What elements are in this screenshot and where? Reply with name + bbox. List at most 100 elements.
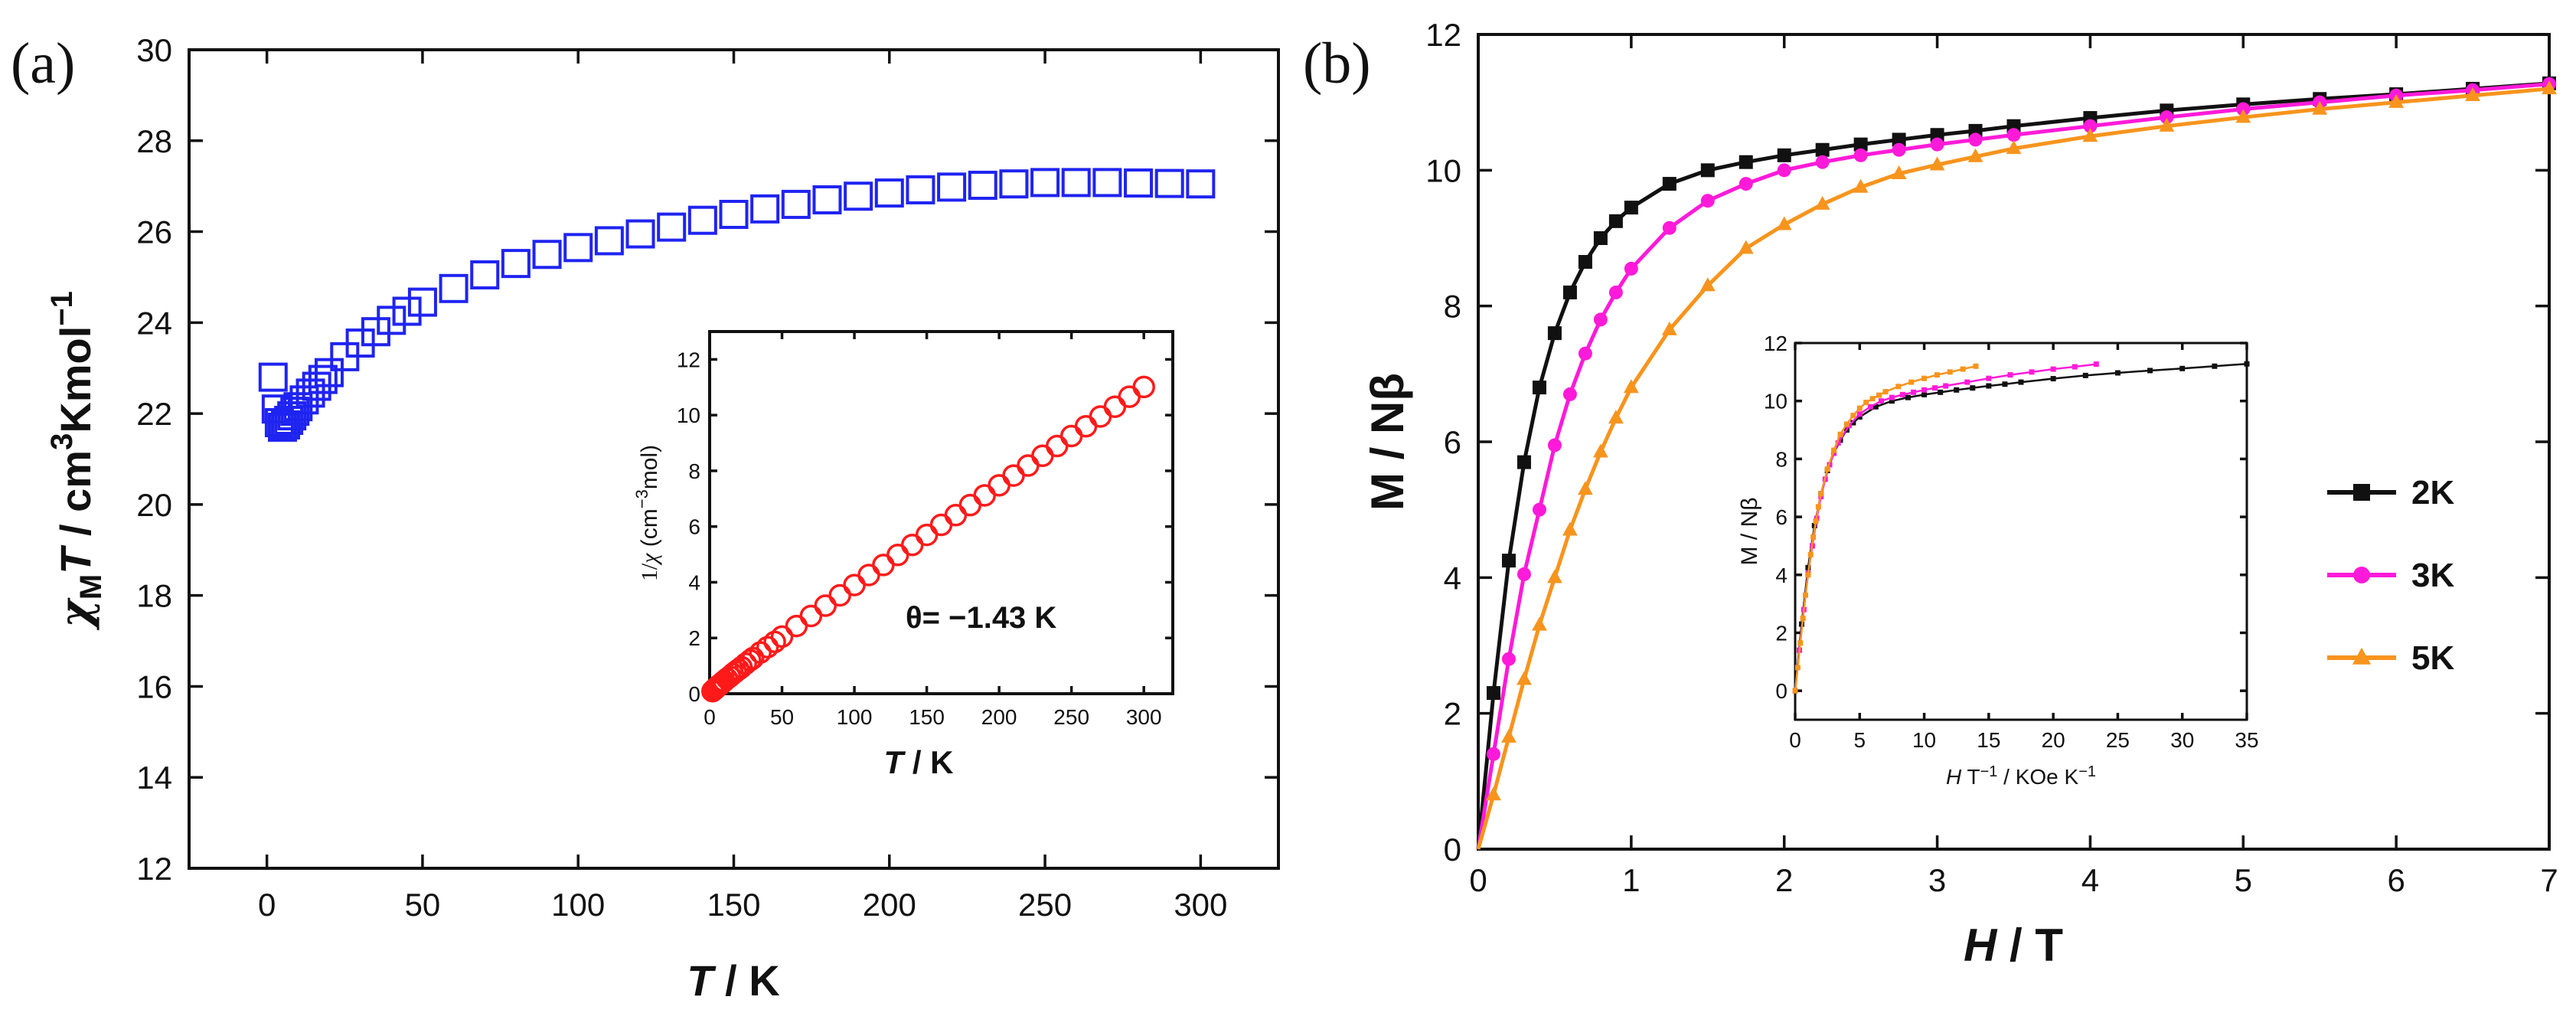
series-point-5K bbox=[1814, 195, 1830, 210]
series-point-2K bbox=[1777, 148, 1791, 162]
series-point-3K bbox=[1700, 194, 1715, 208]
series-point-3K bbox=[1593, 312, 1608, 327]
panel-b-x-tick-label: 5 bbox=[2235, 862, 2252, 898]
inset-series-point-5K bbox=[1973, 363, 1979, 369]
inset-series-point-5K bbox=[1807, 551, 1814, 557]
series-point-3K bbox=[1517, 567, 1531, 581]
series-point-5K bbox=[1623, 379, 1639, 394]
panel-a-y-tick-label: 16 bbox=[136, 668, 172, 704]
legend-label-2K: 2K bbox=[2411, 474, 2454, 511]
chi-t-point bbox=[812, 185, 842, 214]
series-point-3K bbox=[2006, 128, 2021, 142]
panel-a-y-tick-label: 20 bbox=[136, 487, 172, 523]
inset-series-point-5K bbox=[1792, 688, 1798, 694]
chi-t-point bbox=[563, 233, 593, 263]
panel-b-inset-y-tick-label: 4 bbox=[1775, 564, 1788, 587]
series-point-2K bbox=[1608, 214, 1623, 228]
chi-t-point bbox=[937, 172, 967, 202]
series-point-5K bbox=[1562, 521, 1578, 536]
series-point-2K bbox=[1662, 177, 1677, 191]
chi-t-point bbox=[532, 240, 562, 270]
panel-a-y-tick-label: 26 bbox=[136, 214, 172, 250]
inset-series-line-5K bbox=[1794, 365, 1977, 691]
panel-a-x-tick-label: 100 bbox=[551, 887, 605, 923]
series-point-5K bbox=[1929, 156, 1945, 171]
chi-t-point bbox=[719, 199, 749, 229]
panel-a-y-axis-title: χMT / cm3Kmol−1 bbox=[45, 291, 108, 631]
inset-series-point-2K bbox=[1872, 404, 1879, 410]
inset-series-point-5K bbox=[1843, 421, 1850, 427]
legend-marker-5K bbox=[2352, 647, 2372, 665]
series-point-5K bbox=[2235, 109, 2251, 123]
inset-series-point-3K bbox=[1899, 391, 1905, 397]
inset-series-point-2K bbox=[2179, 365, 2186, 371]
series-point-3K bbox=[1892, 142, 1906, 157]
inset-series-point-5K bbox=[1818, 491, 1824, 497]
legend-marker-3K bbox=[2353, 567, 2370, 583]
chi-t-point bbox=[361, 317, 390, 347]
panel-a-y-tick-label: 30 bbox=[136, 32, 172, 68]
panel-b-inset-x-tick-label: 25 bbox=[2106, 728, 2130, 752]
series-point-5K bbox=[1486, 786, 1501, 801]
series-point-5K bbox=[1853, 178, 1869, 193]
chi-t-point bbox=[687, 205, 717, 235]
panel-a-inset-x-axis-title: T / K bbox=[884, 744, 954, 780]
inset-series-point-2K bbox=[1889, 398, 1895, 404]
series-point-3K bbox=[1853, 148, 1868, 162]
panel-b-y-tick-label: 2 bbox=[1444, 696, 1461, 732]
inset-series-point-2K bbox=[1970, 385, 1976, 391]
inset-series-point-3K bbox=[1921, 387, 1928, 393]
series-point-2K bbox=[1853, 137, 1868, 152]
series-point-2K bbox=[1593, 231, 1608, 245]
chi-t-point bbox=[377, 306, 406, 335]
series-point-5K bbox=[1517, 671, 1532, 685]
panel-b-y-tick-label: 0 bbox=[1444, 832, 1461, 868]
panel-a-inset-y-tick-label: 10 bbox=[677, 404, 700, 427]
panel-b-x-tick-label: 3 bbox=[1928, 862, 1946, 898]
chi-t-point bbox=[874, 178, 904, 208]
inset-series-point-5K bbox=[1934, 372, 1940, 378]
series-point-3K bbox=[2160, 110, 2174, 125]
series-point-2K bbox=[1562, 285, 1577, 299]
panel-a-inset-data-series bbox=[701, 375, 1155, 703]
panel-b-inset-x-tick-label: 30 bbox=[2170, 728, 2194, 752]
panel-a-y-tick-label: 12 bbox=[136, 851, 172, 887]
series-point-5K bbox=[2006, 140, 2022, 155]
inset-series-point-2K bbox=[1905, 394, 1911, 400]
inset-series-point-5K bbox=[1960, 366, 1966, 372]
panel-a-inset-y-tick-label: 8 bbox=[688, 459, 700, 483]
series-point-2K bbox=[1624, 201, 1638, 215]
inset-series-point-5K bbox=[1882, 389, 1889, 395]
chi-t-point bbox=[407, 287, 437, 317]
inset-series-point-5K bbox=[1813, 518, 1819, 524]
inset-series-point-2K bbox=[1954, 387, 1960, 393]
inset-series-point-5K bbox=[1824, 466, 1830, 472]
inset-series-point-2K bbox=[2082, 372, 2088, 378]
series-point-3K bbox=[1578, 346, 1592, 361]
series-line-3K bbox=[1476, 82, 2550, 850]
series-point-3K bbox=[1547, 438, 1562, 453]
inverse-chi-point bbox=[770, 625, 794, 649]
panel-b-y-axis-title: M / Nβ bbox=[1362, 373, 1413, 511]
series-point-2K bbox=[1517, 455, 1531, 469]
series-point-5K bbox=[2388, 93, 2405, 108]
series-point-3K bbox=[2083, 119, 2098, 133]
chi-t-point bbox=[345, 328, 375, 358]
panel-b-inset-y-tick-label: 8 bbox=[1775, 447, 1788, 471]
panel-b-x-tick-label: 2 bbox=[1775, 862, 1793, 898]
inset-series-point-3K bbox=[1856, 411, 1863, 417]
series-point-2K bbox=[1547, 326, 1562, 341]
series-point-2K bbox=[1892, 132, 1906, 147]
chi-t-point bbox=[501, 249, 531, 279]
chi-t-point bbox=[594, 226, 624, 256]
panel-b-x-tick-label: 6 bbox=[2387, 862, 2405, 898]
panel-a-inset-y-tick-label: 4 bbox=[688, 570, 700, 594]
series-point-3K bbox=[1486, 747, 1500, 761]
inset-series-point-3K bbox=[1986, 375, 1992, 381]
inset-series-point-3K bbox=[2093, 361, 2099, 368]
